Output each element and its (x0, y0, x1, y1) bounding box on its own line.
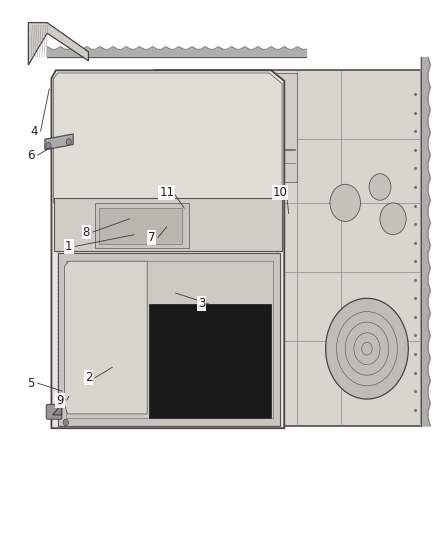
Polygon shape (28, 22, 88, 65)
Circle shape (63, 419, 68, 425)
Polygon shape (66, 261, 273, 418)
Circle shape (325, 298, 408, 399)
Text: 2: 2 (85, 372, 92, 384)
Text: 6: 6 (27, 149, 35, 161)
Text: 1: 1 (65, 240, 73, 253)
Polygon shape (53, 73, 282, 203)
Circle shape (380, 203, 406, 235)
Polygon shape (51, 70, 284, 428)
Polygon shape (53, 198, 282, 251)
Polygon shape (58, 77, 278, 420)
Polygon shape (45, 134, 73, 150)
Circle shape (241, 124, 253, 139)
Polygon shape (149, 304, 271, 418)
Polygon shape (156, 73, 297, 182)
Polygon shape (64, 261, 147, 414)
Polygon shape (99, 208, 182, 244)
FancyBboxPatch shape (46, 405, 62, 419)
Polygon shape (53, 405, 61, 415)
Circle shape (217, 137, 230, 152)
Polygon shape (154, 70, 421, 425)
Circle shape (193, 124, 205, 139)
Text: 3: 3 (198, 297, 205, 310)
Text: 8: 8 (83, 225, 90, 239)
Polygon shape (58, 253, 280, 425)
Circle shape (66, 139, 71, 145)
Text: 11: 11 (159, 186, 174, 199)
Circle shape (330, 184, 360, 221)
Text: 5: 5 (27, 377, 35, 390)
Text: 9: 9 (57, 393, 64, 407)
Text: 7: 7 (148, 231, 155, 244)
Circle shape (369, 174, 391, 200)
Text: 4: 4 (30, 125, 38, 138)
Polygon shape (95, 203, 188, 248)
Circle shape (46, 142, 51, 149)
Text: 10: 10 (272, 186, 287, 199)
